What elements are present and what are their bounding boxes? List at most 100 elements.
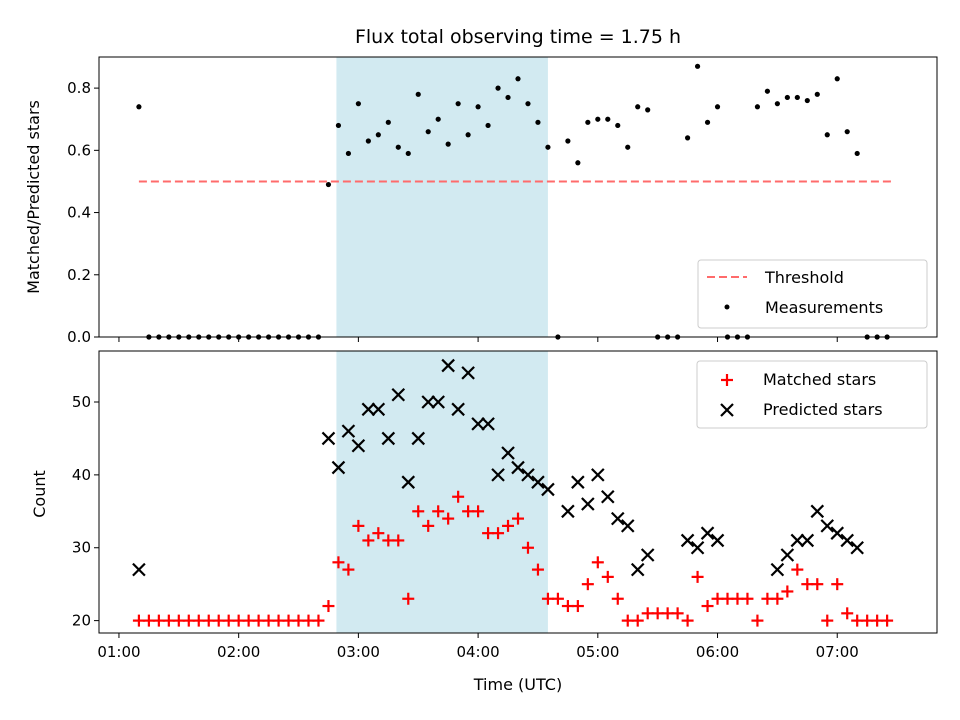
predicted-star-stroke-b bbox=[521, 468, 535, 482]
predicted-star-stroke-b bbox=[840, 533, 854, 548]
predicted-star-stroke-b bbox=[491, 468, 505, 482]
predicted-star-stroke-b bbox=[401, 475, 416, 489]
predicted-star-stroke-b bbox=[700, 526, 715, 540]
matched-legend-swatch bbox=[721, 374, 733, 386]
matched-star-point bbox=[362, 534, 375, 547]
predicted-star-point bbox=[680, 533, 695, 548]
measurement-point bbox=[804, 97, 810, 104]
matched-star-point bbox=[512, 512, 524, 525]
predicted-star-point bbox=[601, 489, 615, 504]
threshold-legend-label: Threshold bbox=[764, 268, 844, 287]
predicted-star-point bbox=[770, 562, 785, 577]
predicted-star-point bbox=[820, 519, 835, 533]
predicted-legend-swatch bbox=[720, 403, 734, 417]
predicted-star-point bbox=[491, 468, 505, 482]
predicted-star-point bbox=[391, 387, 406, 402]
matched-star-point bbox=[691, 570, 704, 583]
top-legend-box bbox=[697, 259, 928, 329]
top-y-axis-label: Matched/Predicted stars bbox=[24, 100, 43, 294]
matched-star-point bbox=[811, 578, 824, 591]
predicted-star-stroke-b bbox=[581, 497, 595, 511]
predicted-star-point bbox=[381, 431, 396, 446]
predicted-star-point bbox=[521, 468, 535, 482]
measurement-point bbox=[834, 76, 840, 82]
predicted-star-stroke-b bbox=[630, 562, 645, 577]
matched-star-point bbox=[831, 578, 844, 591]
matched-star-point bbox=[312, 614, 325, 627]
predicted-star-stroke-b bbox=[830, 526, 845, 540]
matched-star-point bbox=[422, 519, 435, 532]
predicted-star-stroke-b bbox=[441, 358, 455, 373]
matched-star-point bbox=[841, 607, 854, 620]
predicted-star-point bbox=[850, 540, 864, 555]
predicted-star-point bbox=[401, 475, 416, 489]
bottom-axes-frame bbox=[98, 350, 938, 634]
matched-star-point bbox=[601, 570, 614, 583]
measurement-point bbox=[854, 150, 860, 157]
measurement-point bbox=[694, 63, 701, 69]
measurement-point bbox=[335, 122, 342, 129]
measurement-point bbox=[495, 85, 501, 91]
predicted-star-stroke-b bbox=[591, 468, 605, 482]
predicted-star-point bbox=[561, 504, 575, 519]
predicted-star-stroke-b bbox=[541, 482, 555, 497]
measurement-point bbox=[595, 116, 601, 122]
top-x-ticks bbox=[118, 337, 838, 342]
predicted-star-stroke-b bbox=[810, 504, 825, 519]
predicted-star-point bbox=[321, 431, 336, 446]
top-panel: 0.00.20.40.60.8 Matched/Predicted stars … bbox=[24, 56, 938, 346]
predicted-star-point bbox=[690, 540, 705, 555]
x-tick-label: 07:00 bbox=[816, 643, 859, 661]
y-tick-label: 0.6 bbox=[67, 141, 91, 159]
measurement-point bbox=[136, 104, 142, 110]
measurement-point bbox=[395, 144, 401, 150]
predicted-star-stroke-b bbox=[371, 402, 386, 417]
predicted-star-stroke-b bbox=[780, 548, 795, 562]
predicted-star-point bbox=[700, 526, 715, 540]
predicted-star-stroke-b bbox=[481, 417, 495, 431]
y-tick-label: 0.2 bbox=[67, 266, 91, 284]
matched-star-point bbox=[741, 592, 754, 605]
measurement-point bbox=[784, 94, 790, 101]
y-tick-label: 20 bbox=[72, 612, 91, 630]
predicted-star-stroke-b bbox=[531, 475, 545, 489]
measurement-point bbox=[844, 129, 850, 135]
matched-star-point bbox=[531, 563, 544, 576]
bottom-legend-box bbox=[696, 360, 928, 429]
predicted-star-point bbox=[800, 533, 815, 548]
measurement-point bbox=[435, 116, 441, 122]
predicted-star-point bbox=[471, 417, 485, 431]
matched-star-point bbox=[412, 505, 425, 518]
predicted-star-stroke-b bbox=[680, 533, 695, 548]
measurement-point bbox=[525, 101, 531, 107]
predicted-star-point bbox=[541, 482, 555, 497]
matched-star-point bbox=[591, 556, 604, 569]
matched-star-point bbox=[781, 585, 794, 598]
matched-star-point bbox=[571, 600, 584, 613]
matched-star-point bbox=[551, 592, 564, 605]
matched-star-point bbox=[701, 600, 714, 613]
bottom-highlight-region bbox=[336, 351, 548, 633]
predicted-star-point bbox=[531, 475, 545, 489]
predicted-star-stroke-b bbox=[331, 460, 346, 475]
measurement-point bbox=[615, 122, 621, 129]
measurement-point bbox=[704, 119, 711, 125]
matched-star-point bbox=[821, 614, 834, 627]
predicted-star-point bbox=[710, 533, 725, 548]
predicted-star-point bbox=[441, 358, 455, 373]
predicted-star-stroke-b bbox=[501, 446, 515, 460]
predicted-star-stroke-b bbox=[411, 431, 426, 446]
predicted-star-point bbox=[431, 395, 445, 409]
measurement-point bbox=[405, 150, 411, 157]
chart-title: Flux total observing time = 1.75 h bbox=[355, 26, 681, 48]
x-tick-label: 05:00 bbox=[576, 643, 619, 661]
measurement-point bbox=[635, 104, 641, 110]
matched-star-point bbox=[881, 614, 894, 627]
measurement-point bbox=[605, 116, 611, 122]
matched-star-point bbox=[681, 614, 694, 627]
x-tick-label: 01:00 bbox=[97, 643, 140, 661]
matched-star-point bbox=[372, 527, 385, 540]
measurement-point bbox=[505, 94, 511, 101]
measurement-point bbox=[714, 104, 721, 110]
measurement-point bbox=[684, 135, 691, 141]
